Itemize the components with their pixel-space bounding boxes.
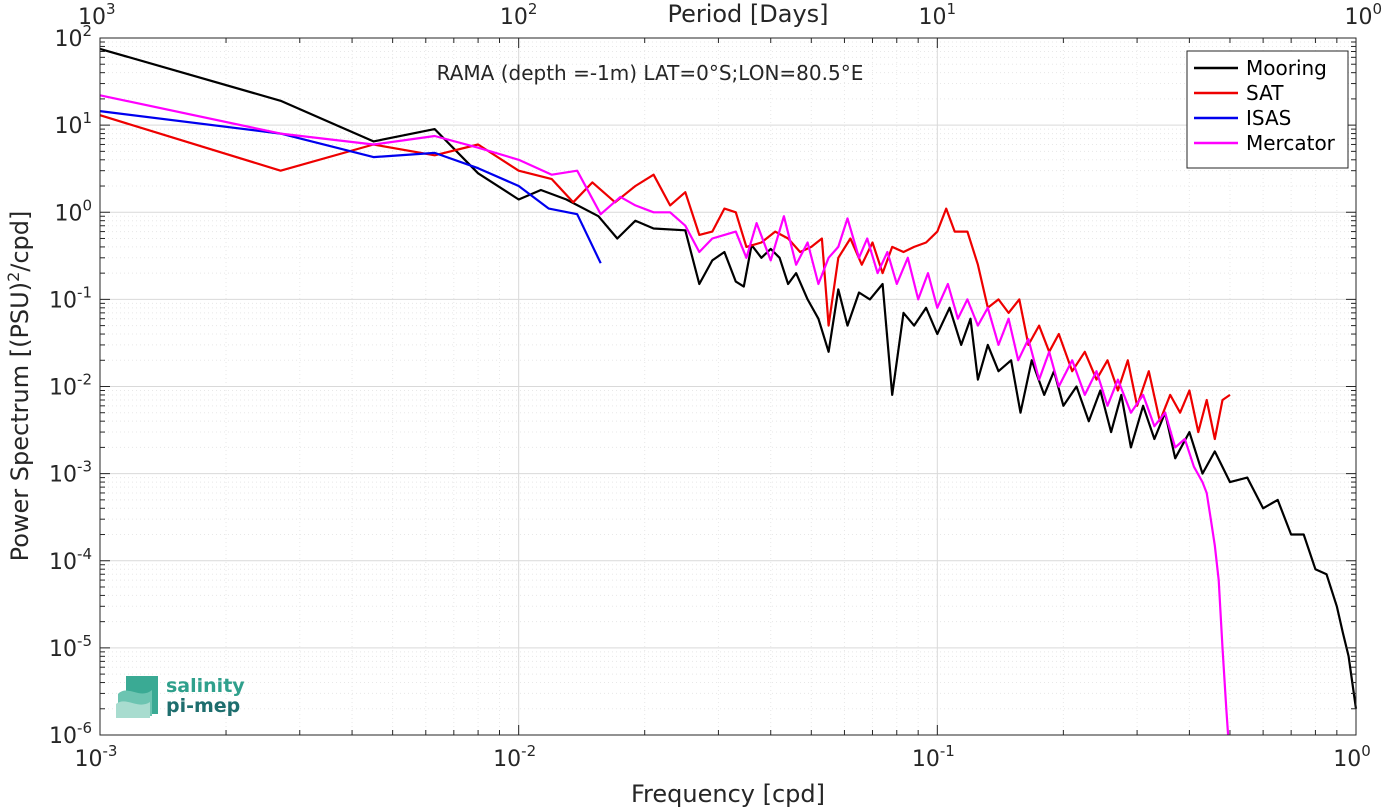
top-tick-label: 103 xyxy=(78,0,116,30)
y-axis-label: Power Spectrum [(PSU)2/cpd] xyxy=(4,211,34,562)
logo-line-2: pi-mep xyxy=(166,695,240,717)
y-tick-label: 10-6 xyxy=(49,719,92,749)
legend-box xyxy=(1186,50,1349,169)
y-tick-label: 10-2 xyxy=(49,371,92,401)
x-tick-label: 10-2 xyxy=(493,742,536,772)
y-axis-label-sup: 2 xyxy=(4,272,23,282)
y-tick-label: 10-4 xyxy=(49,545,92,575)
y-tick-label: 100 xyxy=(54,196,92,226)
chart-annotation: RAMA (depth =-1m) LAT=0°S;LON=80.5°E xyxy=(437,61,864,85)
legend-label-mooring: Mooring xyxy=(1246,56,1327,80)
y-tick-label: 10-3 xyxy=(49,458,92,488)
y-tick-label: 10-5 xyxy=(49,632,92,662)
series-layer xyxy=(99,47,1358,736)
logo-mark-wave-2 xyxy=(116,701,150,718)
y-tick-label: 101 xyxy=(54,109,92,139)
series-line-sat xyxy=(99,114,1231,441)
series-line-isas xyxy=(99,110,602,264)
top-tick-label: 100 xyxy=(1344,0,1382,30)
tick-marks xyxy=(99,37,1357,736)
salinity-pi-mep-logo: salinity pi-mep xyxy=(116,675,245,718)
series-line-mercator xyxy=(99,94,1230,736)
logo-line-1: salinity xyxy=(166,675,245,697)
x-tick-label: 10-3 xyxy=(75,742,118,772)
x-tick-label: 10-1 xyxy=(912,742,955,772)
top-axis-label: Period [Days] xyxy=(667,0,828,28)
y-tick-label: 10-1 xyxy=(49,283,92,313)
x-tick-label: 100 xyxy=(1333,742,1371,772)
legend-label-sat: SAT xyxy=(1246,81,1284,105)
top-tick-label: 102 xyxy=(500,0,538,30)
series-line-mooring xyxy=(99,47,1358,709)
y-tick-label: 102 xyxy=(54,22,92,52)
x-axis-label: Frequency [cpd] xyxy=(631,780,825,808)
legend-label-mercator: Mercator xyxy=(1246,131,1336,155)
top-tick-label: 101 xyxy=(919,0,957,30)
y-axis-label-tail: /cpd] xyxy=(6,211,34,272)
legend-label-isas: ISAS xyxy=(1246,106,1291,130)
y-axis-label-main: Power Spectrum [(PSU) xyxy=(6,282,34,561)
